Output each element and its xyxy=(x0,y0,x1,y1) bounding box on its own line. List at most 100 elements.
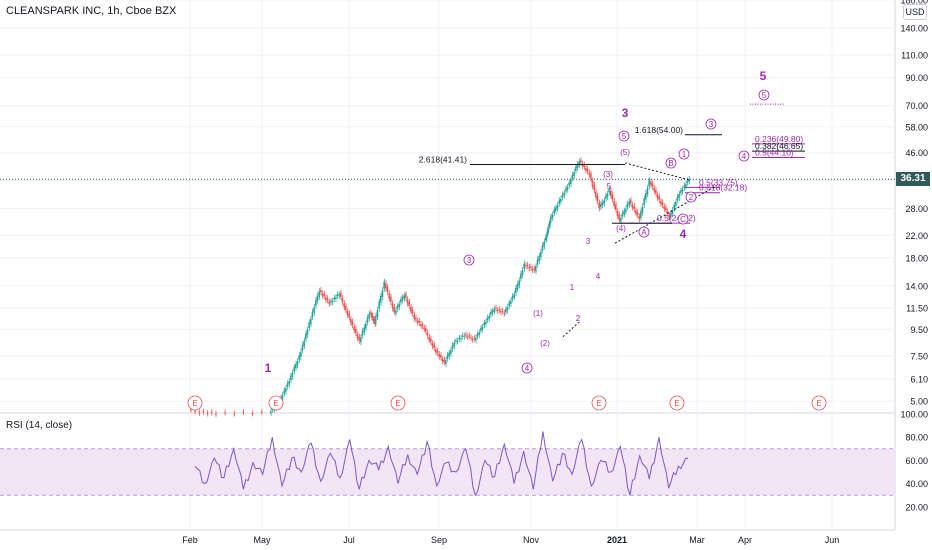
price-candle-body xyxy=(465,334,467,336)
circled-wave-label-ring xyxy=(738,150,750,162)
price-candle-body xyxy=(443,359,445,363)
price-candle-body xyxy=(215,413,217,415)
price-candle-body xyxy=(605,195,607,199)
price-candle-body xyxy=(370,315,373,318)
price-candle-body xyxy=(386,286,389,293)
price-candle-body xyxy=(595,191,597,198)
rsi-label: RSI (14, close) xyxy=(6,420,73,431)
price-candle-body xyxy=(311,311,314,318)
price-series xyxy=(0,157,895,417)
price-candle-body xyxy=(650,181,652,185)
price-candle-body xyxy=(485,321,487,325)
event-marker: E xyxy=(674,399,679,408)
price-candle-body xyxy=(318,291,320,297)
price-candle-body xyxy=(290,375,292,380)
price-candle-body xyxy=(545,236,547,241)
price-candle-body xyxy=(296,361,299,366)
price-candle-body xyxy=(330,301,332,303)
price-candle-body xyxy=(511,296,514,300)
price-candle-body xyxy=(340,293,342,298)
price-candle-body xyxy=(635,210,637,214)
price-candle-body xyxy=(665,207,667,211)
price-tick-label: 6.10 xyxy=(910,374,928,384)
price-candle-body xyxy=(550,216,552,221)
price-candle-body xyxy=(671,210,674,214)
price-candle-body xyxy=(333,297,335,300)
price-candle-body xyxy=(431,343,434,347)
price-tick-label: 180.00 xyxy=(900,0,928,6)
fib-levels: 2.618(41.41) 1.618(54.00) 0.236(49.80)0.38… xyxy=(419,103,805,338)
event-marker: E xyxy=(816,399,821,408)
price-candle-body xyxy=(338,294,340,296)
price-candle-body xyxy=(463,335,465,337)
price-candle-body xyxy=(520,273,522,279)
event-marker-ring xyxy=(811,395,827,411)
price-candle-body xyxy=(298,355,300,360)
price-candle-body xyxy=(375,315,377,323)
price-candle-body xyxy=(590,173,592,180)
triangle-upper xyxy=(624,162,691,181)
rsi-tick-label: 60.00 xyxy=(905,456,928,466)
price-candle-body xyxy=(686,180,689,183)
price-candle-body xyxy=(353,326,355,331)
price-candle-body xyxy=(651,183,654,187)
price-candle-body xyxy=(526,264,529,266)
price-candle-body xyxy=(460,338,462,340)
currency-button[interactable]: USD xyxy=(903,4,927,20)
event-marker-ring xyxy=(591,395,607,411)
minor-wave-label: 5 xyxy=(607,182,612,191)
circled-wave-label-ring xyxy=(758,89,770,101)
price-tick-label: 7.50 xyxy=(910,351,928,361)
price-candle-body xyxy=(528,267,530,269)
price-candle-body xyxy=(575,166,577,171)
price-candle-body xyxy=(551,214,554,218)
price-candle-body xyxy=(385,283,387,289)
price-candle-body xyxy=(561,194,564,198)
price-candle-body xyxy=(506,307,509,311)
price-candle-body xyxy=(468,335,470,337)
current-price-tag: 36.31 xyxy=(896,172,930,187)
price-tick-label: 14.00 xyxy=(905,281,928,291)
circled-wave-label-ring xyxy=(685,191,697,203)
price-candle-body xyxy=(365,323,367,329)
price-candle-body xyxy=(636,211,639,215)
abc-wave-label-ring xyxy=(665,157,677,169)
price-candle-body xyxy=(546,230,549,234)
price-candle-body xyxy=(475,337,477,341)
price-candle-body xyxy=(361,330,364,336)
price-candle-body xyxy=(578,161,580,166)
price-candle-body xyxy=(606,193,609,197)
price-candle-body xyxy=(433,344,435,348)
price-candle-body xyxy=(623,210,625,215)
price-candle-body xyxy=(366,317,369,323)
price-candle-body xyxy=(486,317,489,321)
price-candle-body xyxy=(503,312,505,314)
price-candle-body xyxy=(453,342,455,347)
price-candle-body xyxy=(553,209,555,214)
price-candle-body xyxy=(363,327,365,333)
price-candle-body xyxy=(373,319,375,321)
price-candle-body xyxy=(481,326,484,330)
price-candle-body xyxy=(418,320,420,323)
time-tick-label: Mar xyxy=(689,535,705,545)
price-candle-body xyxy=(596,195,599,202)
price-candle-body xyxy=(301,344,304,351)
price-candle-body xyxy=(202,411,205,413)
time-tick-label: 2021 xyxy=(607,535,627,545)
price-candle-body xyxy=(683,185,685,188)
price-candle-body xyxy=(405,294,407,299)
circled-wave-label-ring xyxy=(705,118,717,130)
price-candle-body xyxy=(320,290,322,293)
price-candle-body xyxy=(535,266,537,272)
price-candle-body xyxy=(568,182,570,186)
price-candle-body xyxy=(471,339,474,341)
price-candle-body xyxy=(310,318,312,325)
minor-wave-label: 3 xyxy=(586,237,591,246)
price-candle-body xyxy=(613,200,615,207)
price-candle-body xyxy=(303,340,305,346)
price-candle-body xyxy=(638,216,640,220)
price-candle-body xyxy=(508,302,510,306)
price-candle-body xyxy=(291,372,294,377)
price-candle-body xyxy=(456,340,459,342)
